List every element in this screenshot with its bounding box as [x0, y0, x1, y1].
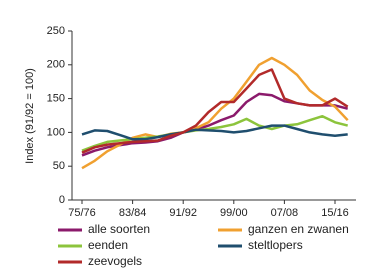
legend-label: steltlopers [248, 238, 303, 252]
line-series [81, 56, 349, 170]
x-tick-label: 75/76 [68, 207, 96, 219]
y-tick-label: 100 [47, 126, 65, 138]
y-tick-label: 150 [47, 93, 65, 105]
line-series [81, 124, 348, 141]
y-tick-label: 50 [53, 160, 65, 172]
y-tick-label: 250 [47, 25, 65, 37]
y-tick-label: 0 [59, 194, 65, 206]
x-tick-label: 07/08 [271, 207, 299, 219]
legend-label: eenden [88, 238, 128, 252]
legend-label: ganzen en zwanen [248, 222, 349, 236]
line-series [81, 68, 349, 154]
x-tick-label: 99/00 [220, 207, 248, 219]
legend-label: alle soorten [88, 222, 150, 236]
y-tick-label: 200 [47, 59, 65, 71]
x-tick-label: 15/16 [321, 207, 349, 219]
x-tick-label: 83/84 [119, 207, 147, 219]
line-series [81, 114, 349, 152]
legend-label: zeevogels [88, 254, 142, 268]
line-series [81, 92, 349, 157]
y-axis-label: Index (91/92 = 100) [24, 68, 36, 164]
x-tick-label: 91/92 [169, 207, 197, 219]
